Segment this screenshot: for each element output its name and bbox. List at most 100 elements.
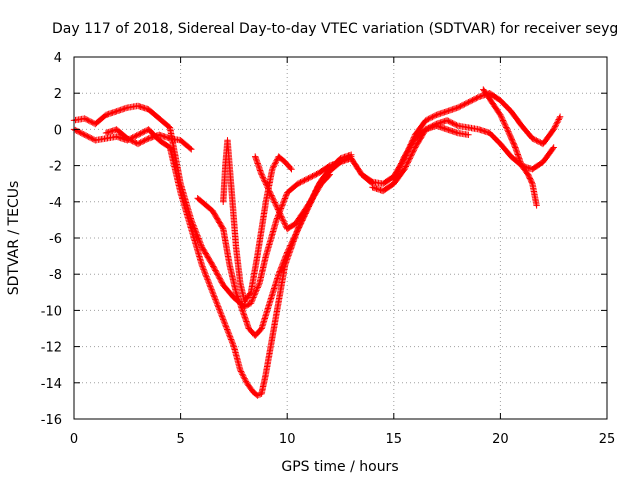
data-point xyxy=(286,191,289,194)
data-point xyxy=(230,191,233,194)
data-point xyxy=(350,157,353,160)
data-point xyxy=(478,95,480,98)
data-point xyxy=(158,117,161,120)
data-point xyxy=(256,394,259,397)
y-tick-label: -16 xyxy=(41,413,62,428)
data-point xyxy=(520,124,523,127)
series-trace-3 xyxy=(194,151,355,339)
data-point xyxy=(277,300,280,303)
series-trace-9 xyxy=(390,122,472,184)
data-point xyxy=(105,137,107,140)
data-point xyxy=(284,161,286,163)
data-point xyxy=(488,132,491,134)
data-point xyxy=(414,137,417,140)
data-point xyxy=(222,284,225,286)
data-point xyxy=(508,132,510,134)
data-point xyxy=(490,101,493,104)
data-point xyxy=(126,106,129,109)
data-point xyxy=(307,177,310,180)
data-point xyxy=(392,179,395,181)
data-point xyxy=(435,114,438,116)
data-point xyxy=(169,126,171,129)
data-point xyxy=(271,168,274,171)
data-point xyxy=(233,296,235,299)
data-point xyxy=(371,186,374,189)
data-point xyxy=(264,255,267,257)
data-point xyxy=(147,108,150,111)
chart-title: Day 117 of 2018, Sidereal Day-to-day VTE… xyxy=(52,21,618,37)
data-point xyxy=(382,190,385,192)
data-point xyxy=(190,228,193,230)
data-point xyxy=(264,200,267,203)
data-point xyxy=(403,168,406,171)
data-point xyxy=(94,123,97,125)
data-point xyxy=(269,191,272,194)
data-point xyxy=(224,164,227,167)
y-tick-label: -14 xyxy=(41,377,62,392)
data-point xyxy=(446,128,448,131)
data-point xyxy=(186,144,188,147)
data-point xyxy=(296,182,299,185)
data-point xyxy=(531,182,534,185)
data-point xyxy=(542,161,544,163)
data-point xyxy=(260,392,263,395)
data-point xyxy=(467,126,470,129)
data-point xyxy=(233,345,235,348)
data-point xyxy=(105,114,107,116)
data-point xyxy=(137,142,139,145)
y-tick-label: -6 xyxy=(49,232,62,247)
data-point xyxy=(290,168,293,171)
data-point xyxy=(196,197,199,200)
data-point xyxy=(83,117,86,120)
data-point xyxy=(260,327,263,330)
x-tick-label: 0 xyxy=(70,432,78,447)
data-point xyxy=(320,182,323,185)
data-point xyxy=(311,197,314,200)
data-point xyxy=(222,228,225,230)
data-point xyxy=(241,309,244,312)
data-point xyxy=(254,334,257,337)
data-point xyxy=(339,157,342,160)
data-point xyxy=(83,133,86,136)
data-point xyxy=(456,106,459,109)
data-point xyxy=(245,381,248,384)
data-point xyxy=(456,132,459,134)
data-point xyxy=(94,139,97,142)
data-point xyxy=(499,114,502,116)
data-point xyxy=(235,246,237,248)
y-tick-label: 4 xyxy=(54,51,62,66)
y-tick-label: -10 xyxy=(41,304,62,319)
data-point xyxy=(158,133,161,136)
data-point xyxy=(520,164,523,167)
data-point xyxy=(115,110,118,113)
data-point xyxy=(414,146,417,149)
data-point xyxy=(254,155,257,158)
data-point xyxy=(222,318,225,321)
series-trace-4 xyxy=(220,137,295,305)
data-point xyxy=(286,251,289,254)
data-point xyxy=(531,168,534,171)
data-point xyxy=(510,155,512,158)
series-trace-8 xyxy=(480,86,540,209)
data-point xyxy=(514,146,517,149)
data-point xyxy=(552,128,555,131)
data-point xyxy=(247,327,250,330)
data-point xyxy=(226,139,229,142)
x-axis-label: GPS time / hours xyxy=(281,459,398,475)
data-point xyxy=(256,255,259,257)
data-point xyxy=(294,222,297,225)
data-series xyxy=(70,86,564,399)
data-point xyxy=(531,137,534,140)
data-point xyxy=(137,133,139,136)
data-point xyxy=(264,372,267,375)
data-point xyxy=(126,137,129,140)
data-point xyxy=(535,204,538,207)
data-point xyxy=(542,142,544,145)
data-point xyxy=(201,246,203,248)
data-point xyxy=(478,128,480,131)
data-point xyxy=(275,219,278,221)
data-point xyxy=(350,153,353,156)
